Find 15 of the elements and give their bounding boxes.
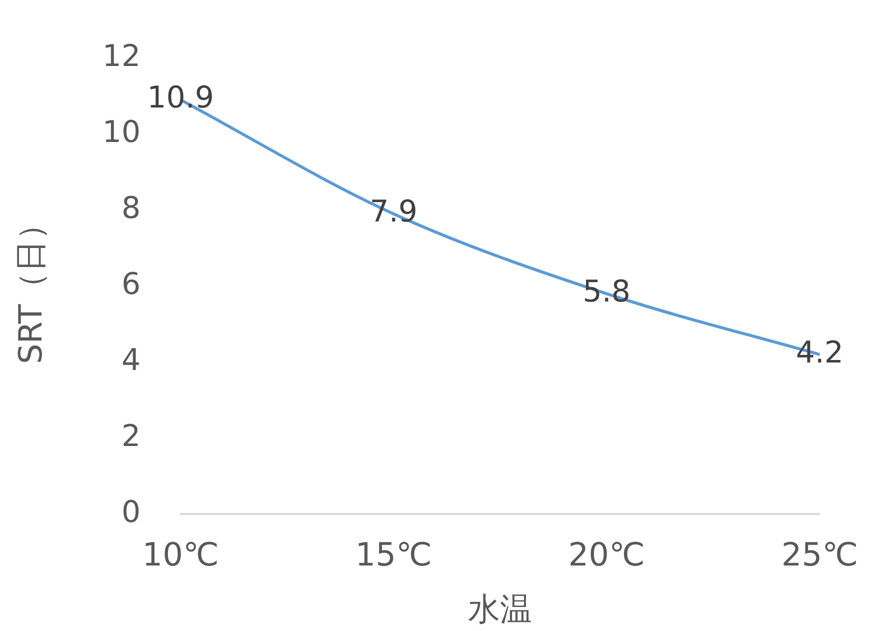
y-tick-label: 12 [102, 38, 141, 74]
x-tick-label: 10℃ [142, 536, 219, 574]
y-tick-label: 10 [102, 114, 141, 150]
data-label: 10.9 [147, 80, 214, 116]
x-tick-label: 15℃ [355, 536, 432, 574]
y-tick-label: 4 [121, 342, 141, 378]
y-tick-label: 0 [121, 494, 141, 530]
data-label: 4.2 [796, 335, 844, 370]
y-tick-label: 6 [121, 266, 141, 302]
y-tick-label: 2 [121, 418, 141, 454]
x-axis-title: 水温 [468, 590, 532, 628]
y-tick-label: 8 [121, 190, 141, 226]
y-axis-title: SRT（日） [12, 208, 50, 364]
x-tick-label: 25℃ [781, 536, 858, 574]
x-tick-label: 20℃ [568, 536, 645, 574]
